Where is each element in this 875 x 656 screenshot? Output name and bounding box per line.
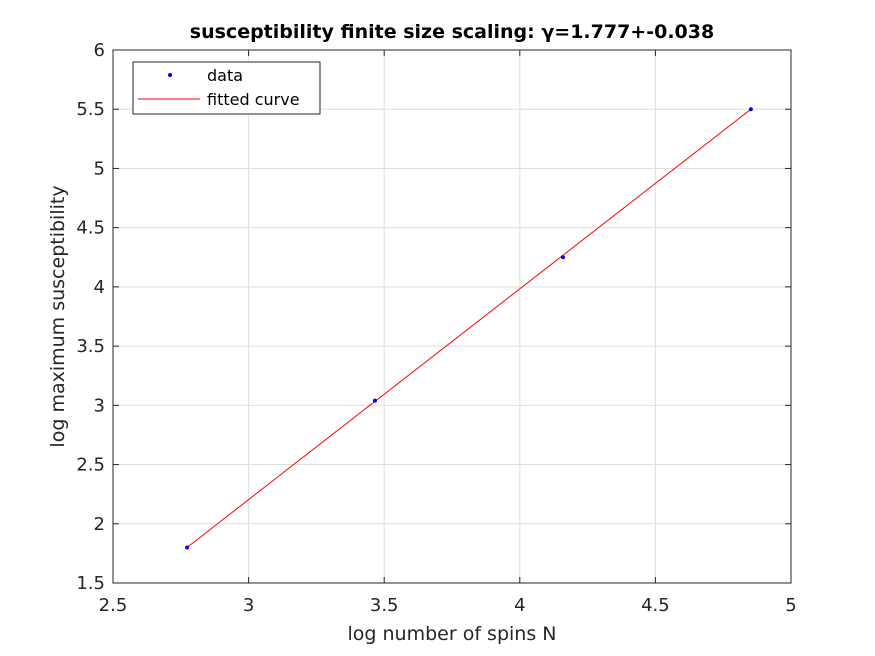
series-line-fitted-curve [186, 108, 752, 548]
y-tick-label: 1.5 [76, 573, 105, 594]
tick-labels: 2.5 3 3.5 4 4.5 5 1.5 2 2.5 3 3.5 4 4.5 5 5.5 6 [76, 40, 796, 616]
y-tick-label: 2.5 [76, 455, 105, 476]
legend-marker-data [168, 73, 172, 77]
data-point [560, 255, 565, 260]
y-tick-label: 6 [94, 40, 105, 61]
data-point [748, 107, 753, 112]
x-tick-label: 2.5 [99, 595, 128, 616]
y-tick-label: 4 [94, 277, 105, 298]
legend-label-fitted-curve: fitted curve [207, 90, 300, 109]
x-tick-label: 3 [243, 595, 254, 616]
x-tick-label: 4.5 [641, 595, 670, 616]
y-tick-label: 3 [94, 395, 105, 416]
axis-ticks [112, 49, 792, 584]
legend: data fitted curve [132, 61, 321, 115]
y-axis-title: log maximum susceptibility [47, 185, 69, 447]
chart-title: susceptibility finite size scaling: γ=1.… [190, 21, 714, 43]
series-layer [185, 107, 753, 550]
y-tick-label: 3.5 [76, 336, 105, 357]
y-tick-label: 5 [94, 158, 105, 179]
x-tick-label: 3.5 [370, 595, 399, 616]
plot-area [113, 50, 791, 583]
data-point [372, 398, 377, 403]
data-point [185, 545, 190, 550]
y-tick-label: 2 [94, 514, 105, 535]
grid [113, 50, 791, 583]
x-axis-title: log number of spins N [348, 623, 557, 645]
y-tick-label: 5.5 [76, 99, 105, 120]
x-tick-label: 5 [785, 595, 796, 616]
legend-label-data: data [207, 66, 243, 85]
legend-box [132, 61, 321, 115]
y-tick-label: 4.5 [76, 218, 105, 239]
x-tick-label: 4 [514, 595, 525, 616]
plot-frame [112, 49, 792, 584]
